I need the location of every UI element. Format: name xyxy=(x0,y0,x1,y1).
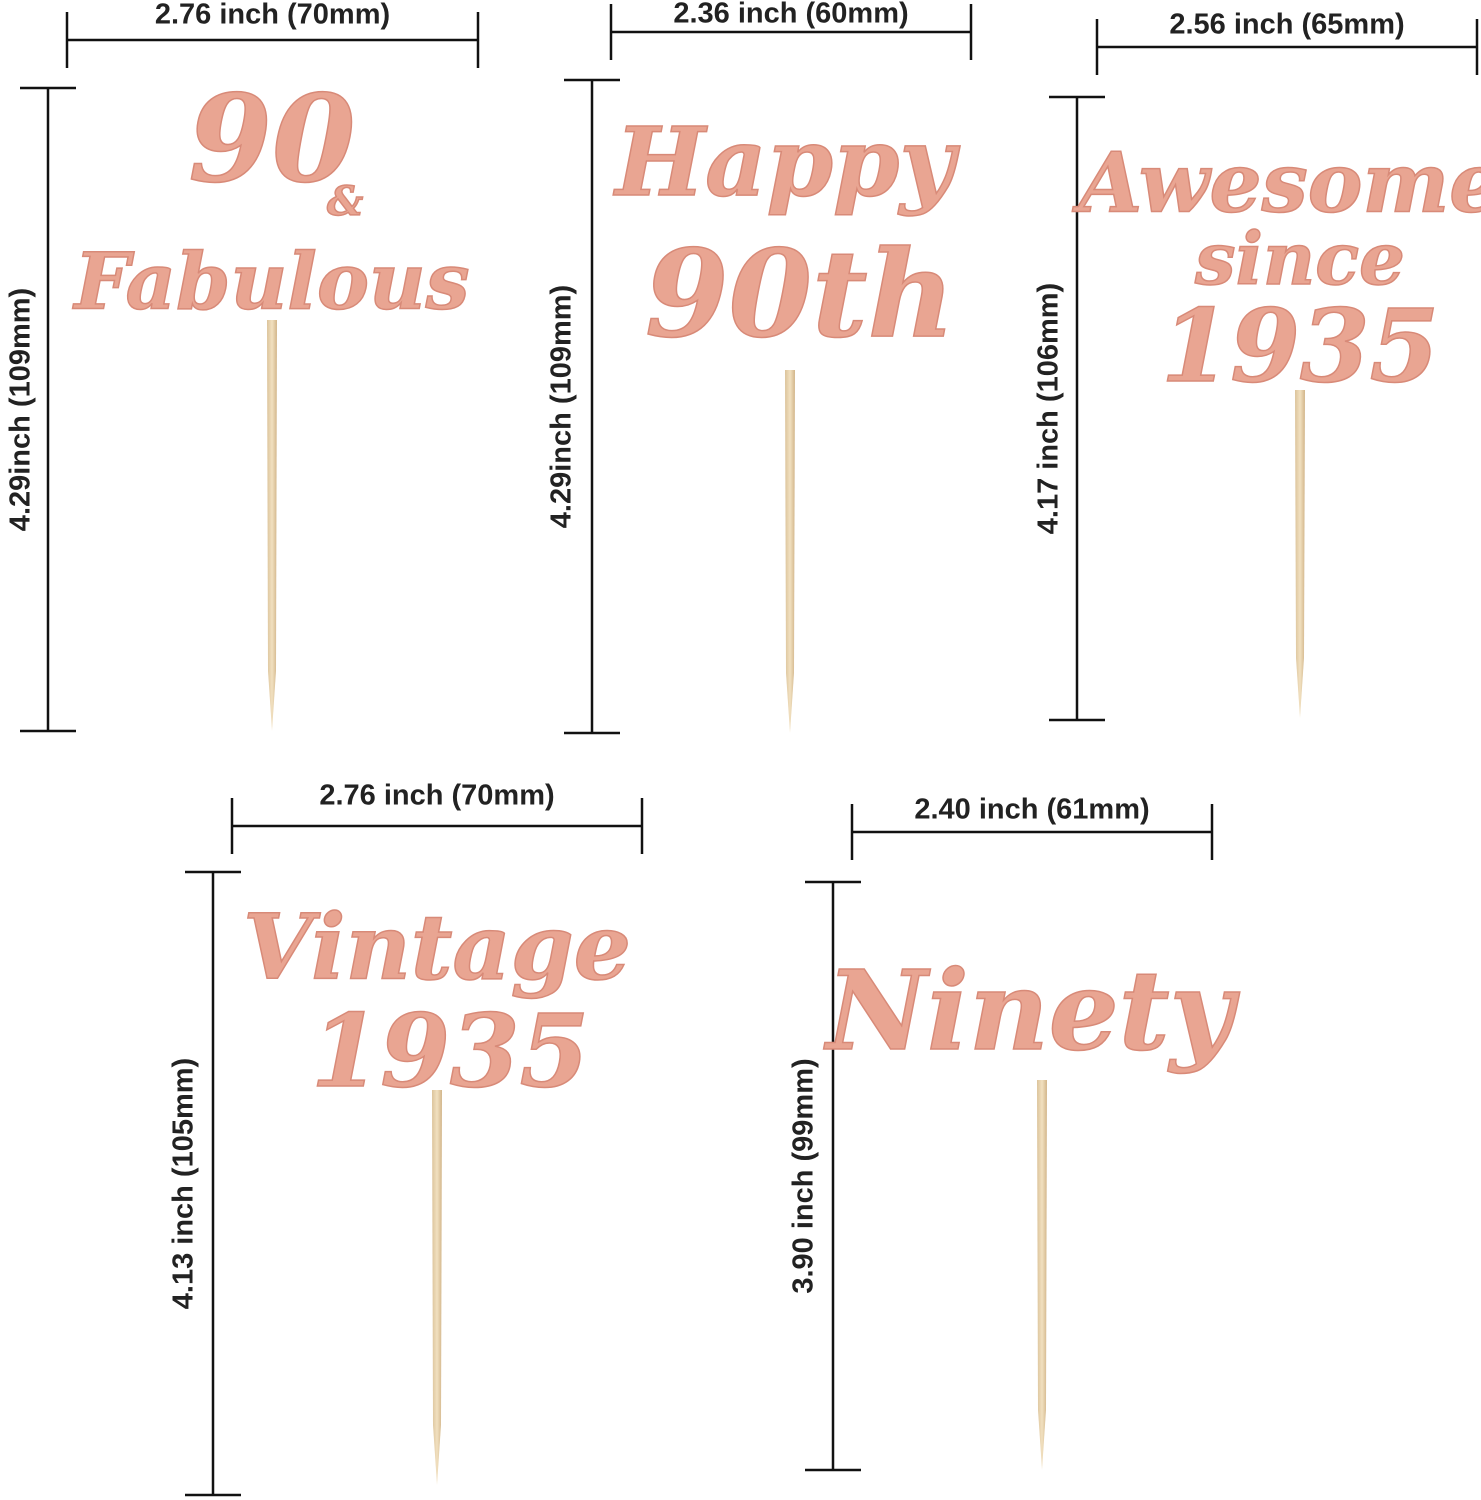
width-label: 2.76 inch (70mm) xyxy=(155,0,390,31)
toothpick xyxy=(267,320,277,731)
toothpick xyxy=(432,1090,442,1485)
topper-text: 90th xyxy=(645,224,955,365)
height-label: 4.17 inch (106mm) xyxy=(1033,283,1065,534)
topper-text: 1935 xyxy=(1161,287,1439,405)
topper-text: 1935 xyxy=(311,992,589,1110)
toothpick xyxy=(1037,1080,1047,1470)
topper-text: 90 xyxy=(189,69,356,210)
width-label: 2.76 inch (70mm) xyxy=(319,780,554,812)
toothpick xyxy=(785,370,795,733)
height-label: 4.29inch (109mm) xyxy=(5,288,37,531)
width-label: 2.56 inch (65mm) xyxy=(1169,9,1404,41)
topper-text: Fabulous xyxy=(72,237,469,328)
width-label: 2.36 inch (60mm) xyxy=(673,0,908,30)
topper-text: Vintage xyxy=(243,895,631,1001)
topper-text: Happy xyxy=(612,107,960,218)
width-label: 2.40 inch (61mm) xyxy=(914,794,1149,826)
topper-text: Awesome xyxy=(1072,135,1481,231)
topper-text: since xyxy=(1194,216,1405,301)
topper-text: Ninety xyxy=(823,946,1240,1075)
height-label: 4.29inch (109mm) xyxy=(546,285,578,528)
toothpick xyxy=(1295,390,1305,718)
height-label: 4.13 inch (105mm) xyxy=(168,1058,200,1309)
height-label: 3.90 inch (99mm) xyxy=(788,1058,820,1293)
topper-text: & xyxy=(327,178,363,225)
